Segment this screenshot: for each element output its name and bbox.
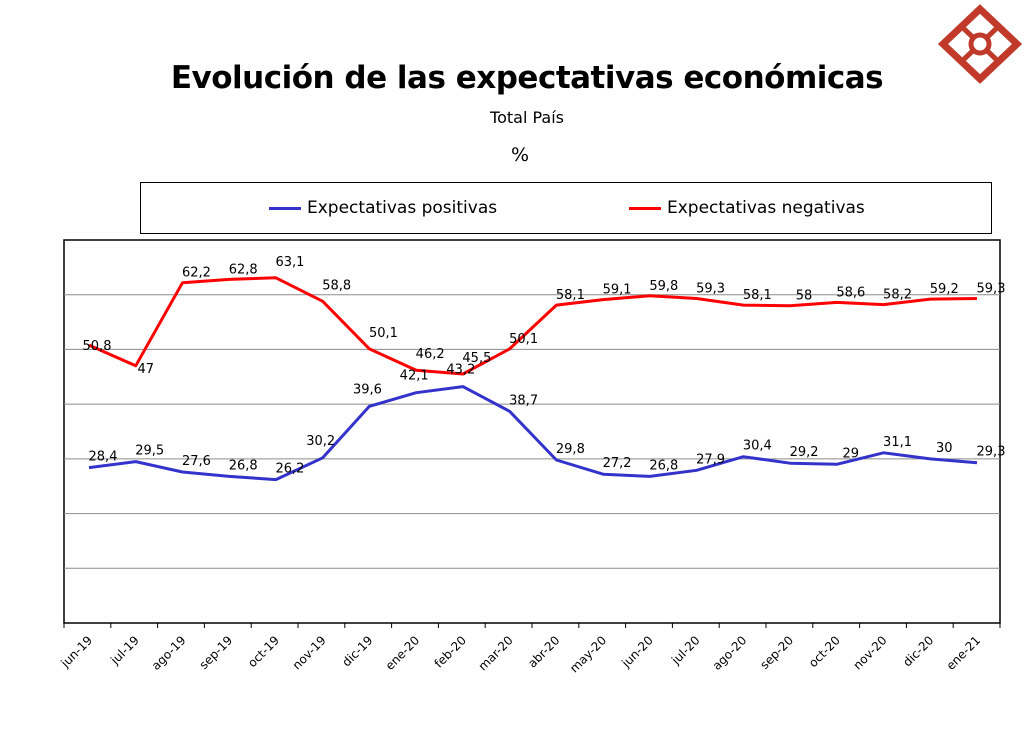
data-label: 62,8 — [229, 262, 258, 277]
x-tick-label: sep-20 — [757, 633, 796, 672]
data-label: 58,1 — [743, 288, 772, 303]
x-tick-label: jun-19 — [58, 633, 96, 671]
chart-title: Evolución de las expectativas económicas — [170, 60, 884, 96]
x-tick-label: jul-19 — [107, 633, 142, 668]
x-tick-label: nov-19 — [290, 633, 329, 672]
data-label: 59,1 — [603, 283, 632, 298]
data-label: 30 — [936, 441, 953, 456]
x-tick-label: dic-19 — [339, 633, 375, 669]
data-label: 30,4 — [743, 439, 772, 454]
data-label: 42,1 — [400, 369, 429, 384]
data-label: 39,6 — [353, 382, 382, 397]
legend-swatch-positivas — [269, 206, 301, 210]
x-tick-label: oct-19 — [245, 633, 282, 670]
data-label: 27,6 — [182, 454, 211, 469]
data-label: 43,2 — [446, 363, 475, 378]
data-label: 63,1 — [275, 255, 304, 270]
data-label: 26,8 — [229, 458, 258, 473]
series-line-positivas — [88, 385, 978, 482]
data-label: 58,8 — [322, 278, 351, 293]
data-label: 50,1 — [369, 326, 398, 341]
data-label: 28,4 — [89, 450, 118, 465]
data-label: 26,2 — [275, 462, 304, 477]
data-label: 45,5 — [462, 351, 491, 366]
data-label: 38,7 — [509, 393, 538, 408]
data-label: 59,3 — [696, 282, 725, 297]
data-label: 50,1 — [509, 332, 538, 347]
data-label: 59,2 — [930, 282, 959, 297]
data-label: 29,3 — [977, 445, 1006, 460]
x-tick-label: ago-19 — [149, 633, 189, 673]
data-label: 58 — [796, 289, 813, 304]
data-label: 47 — [137, 362, 154, 377]
data-label: 58,1 — [556, 288, 585, 303]
data-label: 29,5 — [135, 444, 164, 459]
series-line-negativas — [88, 276, 978, 376]
data-label: 29 — [843, 446, 860, 461]
x-tick-label: feb-20 — [432, 633, 469, 670]
chart-unit: % — [510, 144, 530, 166]
data-label: 27,9 — [696, 452, 725, 467]
legend: Expectativas positivas Expectativas nega… — [140, 182, 992, 234]
data-label: 31,1 — [883, 435, 912, 450]
legend-item-negativas: Expectativas negativas — [629, 198, 865, 218]
data-label: 59,8 — [649, 279, 678, 294]
x-tick-label: jun-20 — [618, 633, 656, 671]
data-label: 46,2 — [416, 347, 445, 362]
x-tick-label: jul-20 — [668, 633, 703, 668]
data-label: 26,8 — [649, 458, 678, 473]
x-tick-label: mar-20 — [476, 633, 516, 673]
x-tick-label: dic-20 — [900, 633, 936, 669]
x-tick-label: may-20 — [567, 633, 609, 675]
data-label: 29,8 — [556, 442, 585, 457]
data-label: 59,3 — [977, 282, 1006, 297]
x-tick-label: sep-19 — [197, 633, 236, 672]
x-tick-label: ago-20 — [710, 633, 750, 673]
data-label: 27,2 — [603, 456, 632, 471]
data-label: 58,6 — [836, 285, 865, 300]
x-tick-label: ene-20 — [383, 633, 423, 673]
data-label: 50,8 — [83, 339, 112, 354]
brand-logo — [937, 4, 1023, 84]
legend-label-positivas: Expectativas positivas — [307, 198, 498, 218]
chart-subtitle: Total País — [490, 108, 564, 127]
legend-item-positivas: Expectativas positivas — [269, 198, 497, 218]
legend-swatch-negativas — [629, 206, 661, 210]
x-tick-label: nov-20 — [851, 633, 890, 672]
x-tick-label: abr-20 — [525, 633, 562, 670]
x-tick-label: ene-21 — [944, 633, 984, 673]
data-label: 29,2 — [790, 445, 819, 460]
data-label: 30,2 — [306, 434, 335, 449]
legend-label-negativas: Expectativas negativas — [667, 198, 865, 218]
data-label: 58,2 — [883, 288, 912, 303]
x-tick-label: oct-20 — [806, 633, 843, 670]
data-label: 62,2 — [182, 266, 211, 281]
